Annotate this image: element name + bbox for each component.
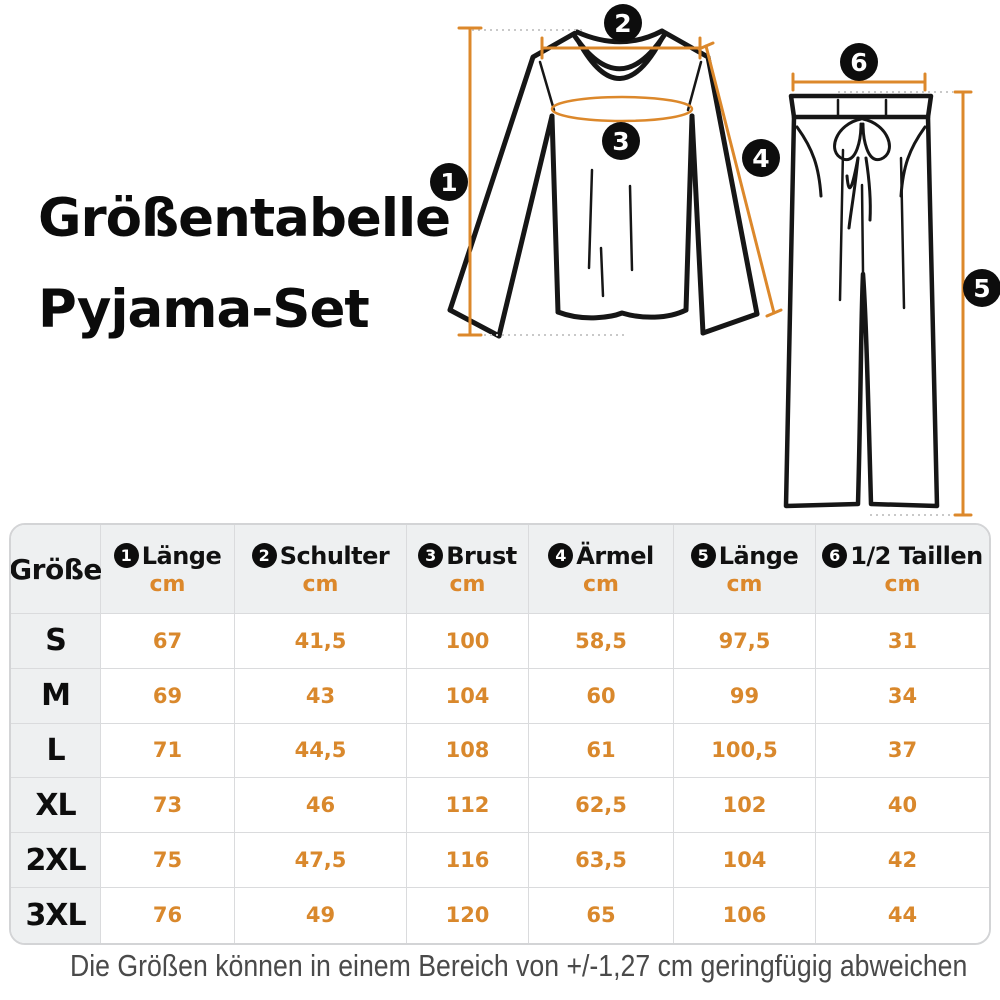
- value-cell: 43: [235, 668, 407, 724]
- marker-4-icon: 4: [548, 543, 574, 568]
- value-cell: 60: [529, 668, 674, 724]
- size-cell: L: [11, 723, 101, 779]
- col-label: Schulter: [279, 541, 390, 570]
- value-cell: 49: [235, 887, 407, 943]
- value-cell: 31: [816, 614, 989, 669]
- value-cell: 37: [816, 723, 989, 779]
- value-cell: 40: [816, 778, 989, 834]
- col-unit: cm: [726, 571, 763, 597]
- value-cell: 112: [407, 778, 529, 834]
- value-cell: 65: [529, 887, 674, 943]
- value-cell: 46: [235, 778, 407, 834]
- value-cell: 100: [407, 614, 529, 669]
- value-cell: 76: [101, 887, 235, 943]
- size-cell: 2XL: [11, 833, 101, 888]
- value-cell: 97,5: [674, 614, 816, 669]
- value-cell: 116: [407, 833, 529, 888]
- measure-marker-5: 5: [963, 269, 1000, 307]
- value-cell: 75: [101, 833, 235, 888]
- value-cell: 100,5: [674, 723, 816, 779]
- value-cell: 69: [101, 668, 235, 724]
- value-cell: 102: [674, 778, 816, 834]
- col-label: 1/2 Taillen: [850, 541, 983, 570]
- marker-1-icon: 1: [113, 543, 139, 568]
- size-table: Größe 1 Länge cm 2 Schulter cm 3 Brust cm 4…: [9, 523, 991, 945]
- measure-marker-3: 3: [602, 122, 640, 160]
- value-cell: 44: [816, 887, 989, 943]
- col-label: Länge: [718, 541, 799, 570]
- col-header-laenge-hose: 5 Länge cm: [674, 525, 816, 614]
- col-unit: cm: [583, 571, 619, 597]
- value-cell: 63,5: [529, 833, 674, 888]
- value-cell: 108: [407, 723, 529, 779]
- size-cell: 3XL: [11, 887, 101, 943]
- value-cell: 73: [101, 778, 235, 834]
- measure-marker-6: 6: [840, 43, 878, 81]
- shirt-illustration: [447, 26, 783, 339]
- measure-marker-4: 4: [742, 139, 780, 177]
- col-header-laenge-top: 1 Länge cm: [101, 525, 235, 614]
- size-cell: S: [11, 614, 101, 669]
- marker-6-icon: 6: [822, 543, 848, 568]
- col-label: Ärmel: [576, 541, 654, 570]
- value-cell: 67: [101, 614, 235, 669]
- size-cell: M: [11, 668, 101, 724]
- measure-marker-1: 1: [430, 163, 468, 201]
- measure-marker-2: 2: [604, 4, 642, 42]
- value-cell: 42: [816, 833, 989, 888]
- title-line-1: Größentabelle: [38, 188, 451, 249]
- value-cell: 61: [529, 723, 674, 779]
- col-header-schulter: 2 Schulter cm: [235, 525, 407, 614]
- value-cell: 99: [674, 668, 816, 724]
- col-header-taillen: 6 1/2 Taillen cm: [816, 525, 989, 614]
- tolerance-note: Die Größen können in einem Bereich von +…: [70, 948, 968, 983]
- size-cell: XL: [11, 778, 101, 834]
- col-unit: cm: [149, 571, 186, 597]
- col-unit: cm: [884, 571, 921, 597]
- value-cell: 104: [674, 833, 816, 888]
- value-cell: 71: [101, 723, 235, 779]
- col-header-brust: 3 Brust cm: [407, 525, 529, 614]
- value-cell: 47,5: [235, 833, 407, 888]
- marker-2-icon: 2: [251, 543, 277, 568]
- value-cell: 106: [674, 887, 816, 943]
- value-cell: 120: [407, 887, 529, 943]
- pants-illustration: [783, 72, 973, 517]
- col-header-aermel: 4 Ärmel cm: [529, 525, 674, 614]
- col-unit: cm: [449, 571, 486, 597]
- value-cell: 34: [816, 668, 989, 724]
- page-title: Größentabelle Pyjama-Set: [38, 188, 451, 340]
- title-line-2: Pyjama-Set: [38, 279, 370, 340]
- value-cell: 41,5: [235, 614, 407, 669]
- col-unit: cm: [302, 571, 339, 597]
- value-cell: 104: [407, 668, 529, 724]
- marker-3-icon: 3: [418, 543, 444, 568]
- value-cell: 44,5: [235, 723, 407, 779]
- marker-5-icon: 5: [690, 543, 716, 568]
- col-label: Brust: [446, 541, 517, 570]
- value-cell: 58,5: [529, 614, 674, 669]
- value-cell: 62,5: [529, 778, 674, 834]
- col-header-groesse: Größe: [11, 525, 102, 614]
- col-label: Länge: [141, 541, 222, 570]
